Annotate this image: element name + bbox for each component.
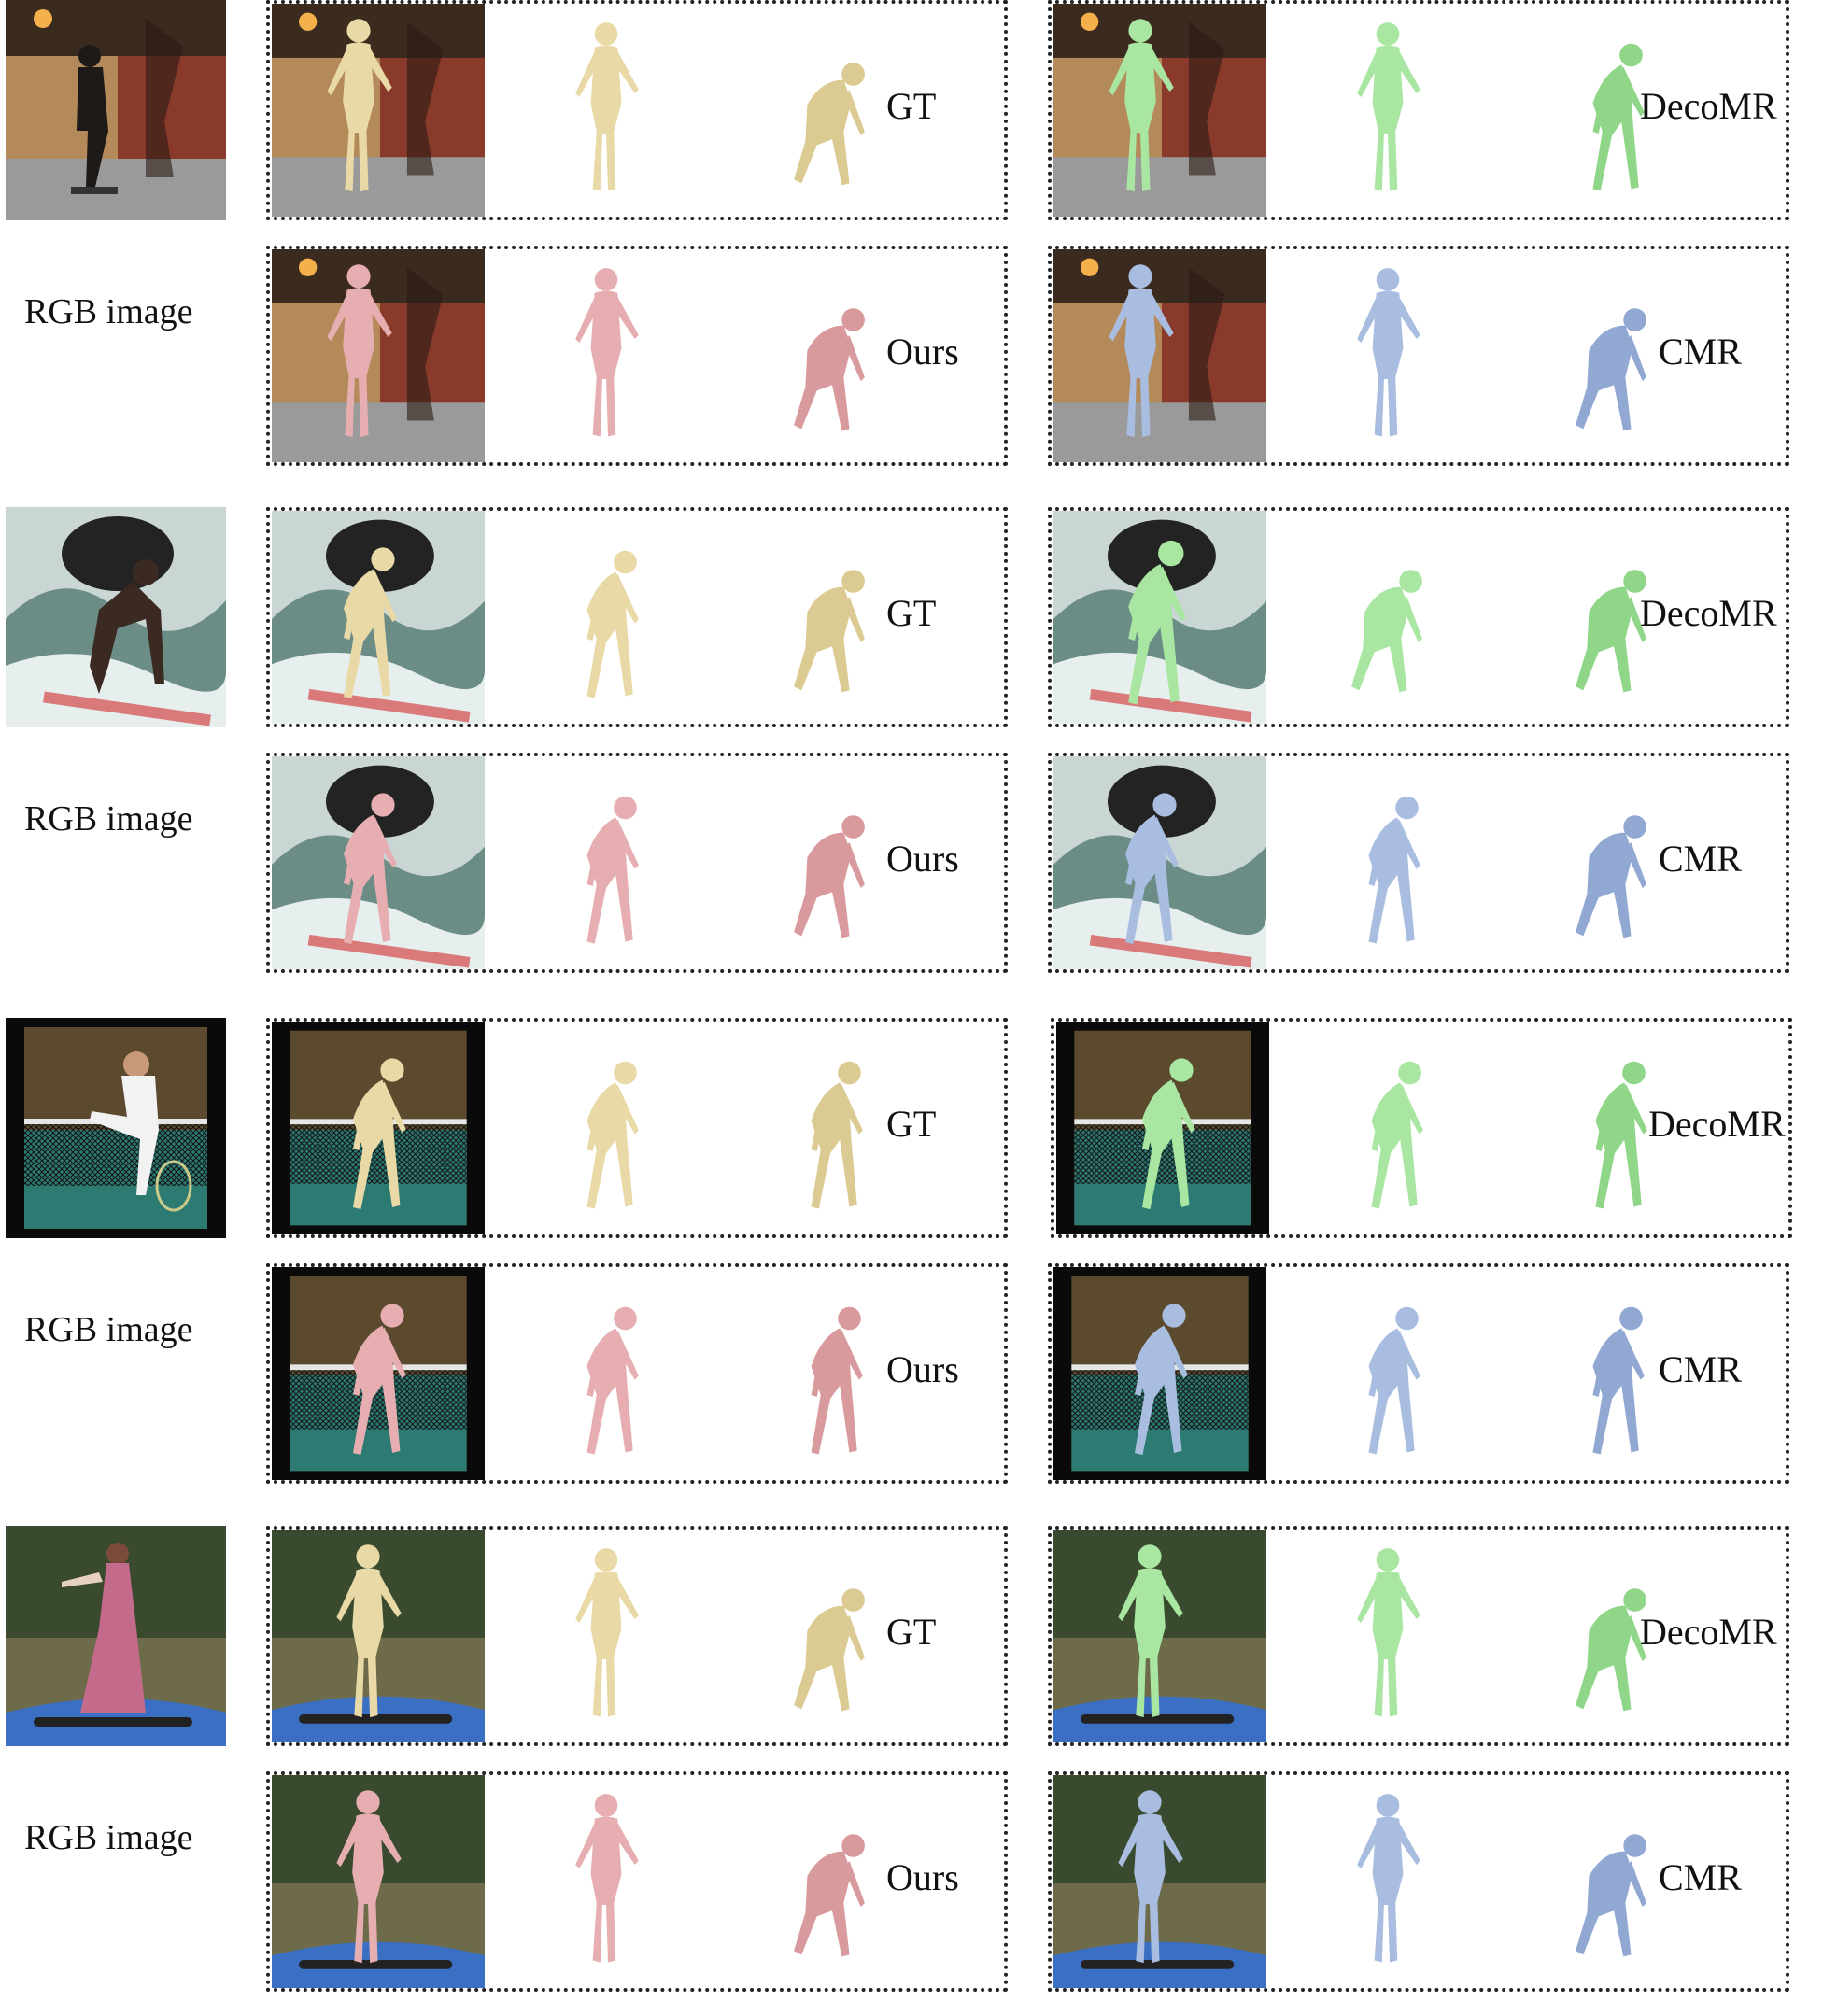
method-label-cmr: CMR (1659, 1856, 1742, 1898)
rgb-thumbnail (6, 1526, 226, 1746)
decomr-panel: DecoMR (1048, 1526, 1789, 1746)
method-label-ours: Ours (886, 331, 959, 373)
rgb-thumbnail (6, 507, 226, 727)
cmr-mesh-front (1357, 268, 1420, 437)
ours-panel: Ours (266, 753, 1008, 973)
method-label-gt: GT (886, 592, 937, 634)
gt-overlay-image (270, 1022, 487, 1234)
method-label-cmr: CMR (1659, 838, 1742, 880)
gt-panel: GT (266, 0, 1008, 220)
decomr-overlay-image (1052, 4, 1268, 217)
method-label-cmr: CMR (1659, 1348, 1742, 1390)
method-label-decomr: DecoMR (1640, 592, 1777, 634)
cmr-panel: CMR (1048, 1771, 1789, 1992)
rgb-thumbnail (6, 0, 226, 220)
gt-overlay-image (270, 1530, 487, 1742)
cmr-panel: CMR (1048, 1263, 1789, 1484)
method-label-gt: GT (886, 1611, 937, 1653)
ours-overlay-image (270, 1775, 487, 1988)
gt-panel: GT (266, 507, 1008, 727)
decomr-overlay-image (1052, 511, 1268, 724)
gt-overlay-image (270, 511, 487, 724)
ours-overlay-image (270, 1267, 487, 1480)
decomr-panel: DecoMR (1051, 1018, 1792, 1238)
cmr-panel: CMR (1048, 753, 1789, 973)
gt-overlay-image (270, 4, 487, 217)
ours-panel: Ours (266, 1771, 1008, 1992)
rgb-image-label: RGB image (24, 1818, 193, 1857)
cmr-overlay-image (1052, 756, 1268, 969)
decomr-overlay-image (1054, 1022, 1271, 1234)
rgb-image-label: RGB image (24, 292, 193, 331)
decomr-mesh-front (1357, 22, 1420, 191)
method-label-decomr: DecoMR (1648, 1103, 1786, 1145)
method-label-ours: Ours (886, 838, 959, 880)
method-label-decomr: DecoMR (1640, 1611, 1777, 1653)
decomr-panel: DecoMR (1048, 0, 1789, 220)
gt-mesh-front (575, 22, 639, 191)
rgb-image-label: RGB image (24, 1310, 193, 1349)
ours-overlay-image (270, 249, 487, 462)
method-label-gt: GT (886, 1103, 937, 1145)
cmr-overlay-image (1052, 1267, 1268, 1480)
gt-mesh-front (586, 550, 639, 698)
gt-panel: GT (266, 1526, 1008, 1746)
decomr-overlay-image (1052, 1530, 1268, 1742)
method-label-gt: GT (886, 85, 937, 127)
gt-panel: GT (266, 1018, 1008, 1238)
method-label-cmr: CMR (1659, 331, 1742, 373)
sample-group-3: RGB image GT DecoMR Ours CMR (0, 1018, 1837, 1508)
decomr-panel: DecoMR (1048, 507, 1789, 727)
cmr-overlay-image (1052, 1775, 1268, 1988)
sample-group-2: RGB image GT DecoMR Ours CMR (0, 507, 1837, 997)
decomr-mesh-front (1357, 1548, 1420, 1717)
gt-mesh-front (575, 1548, 639, 1717)
cmr-mesh-front (1368, 796, 1420, 944)
cmr-mesh-front (1357, 1794, 1420, 1963)
ours-panel: Ours (266, 246, 1008, 466)
ours-panel: Ours (266, 1263, 1008, 1484)
cmr-panel: CMR (1048, 246, 1789, 466)
gt-mesh-front (586, 1061, 639, 1209)
ours-overlay-image (270, 756, 487, 969)
method-label-decomr: DecoMR (1640, 85, 1777, 127)
ours-mesh-front (575, 1794, 639, 1963)
ours-mesh-front (575, 268, 639, 437)
method-label-ours: Ours (886, 1856, 959, 1898)
cmr-overlay-image (1052, 249, 1268, 462)
ours-mesh-front (586, 796, 639, 944)
sample-group-4: RGB image GT DecoMR Ours CMR (0, 1526, 1837, 2016)
decomr-mesh-front (1371, 1061, 1423, 1209)
ours-mesh-front (586, 1306, 639, 1455)
decomr-mesh-front (1351, 570, 1422, 693)
rgb-image-label: RGB image (24, 799, 193, 839)
method-label-ours: Ours (886, 1348, 959, 1390)
rgb-thumbnail (6, 1018, 226, 1238)
cmr-mesh-front (1368, 1306, 1420, 1455)
sample-group-1: RGB image GT DecoMR Ours CMR (0, 0, 1837, 490)
